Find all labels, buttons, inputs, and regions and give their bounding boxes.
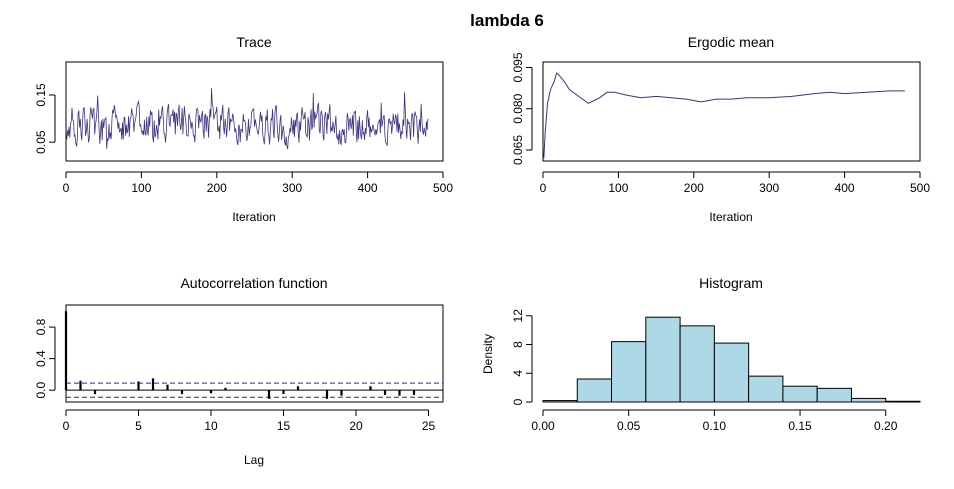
ergodic-y-tick-label: 0.095: [511, 52, 525, 82]
histogram-bar: [817, 388, 851, 402]
acf-x-tick-label: 10: [204, 419, 218, 433]
acf-x-tick-label: 5: [135, 419, 142, 433]
histogram-bar: [851, 398, 885, 402]
acf-title: Autocorrelation function: [180, 275, 327, 291]
acf-frame: [66, 305, 443, 402]
ergodic-x-tick-label: 0: [540, 181, 547, 195]
ergodic-x-tick-label: 400: [835, 181, 855, 195]
trace-x-tick-label: 0: [63, 181, 70, 195]
histogram-bar: [714, 343, 748, 402]
histogram-ylabel: Density: [481, 334, 495, 374]
histogram-y-tick-label: 4: [511, 370, 525, 377]
ergodic-title: Ergodic mean: [688, 34, 774, 50]
histogram-bar: [680, 326, 714, 402]
trace-title: Trace: [236, 34, 271, 50]
histogram-bar: [612, 342, 646, 402]
histogram-bar: [543, 401, 577, 402]
histogram-bar: [577, 379, 611, 402]
trace-panel: Trace Iteration 0 100 200 300 400 500 0.05 0.15: [34, 34, 453, 224]
main-title: lambda 6: [470, 11, 544, 30]
acf-y-tick-label: 0.4: [34, 350, 48, 367]
trace-y-tick-label: 0.05: [34, 130, 48, 154]
ergodic-y-tick-label: 0.065: [511, 135, 525, 165]
histogram-title: Histogram: [699, 275, 763, 291]
ergodic-panel: Ergodic mean Iteration 0 100 200 300 400 500 0…: [511, 34, 930, 224]
histogram-bar: [646, 317, 680, 402]
acf-x-tick-label: 15: [277, 419, 291, 433]
acf-y-tick-label: 0.8: [34, 318, 48, 335]
trace-xlabel: Iteration: [232, 210, 275, 224]
trace-y-tick-label: 0.15: [34, 83, 48, 107]
histogram-x-tick-label: 0.20: [874, 419, 898, 433]
histogram-x-tick-label: 0.05: [617, 419, 641, 433]
histogram-y-tick-label: 12: [511, 309, 525, 323]
trace-x-tick-label: 100: [131, 181, 151, 195]
ergodic-xlabel: Iteration: [709, 210, 752, 224]
histogram-bar: [783, 386, 817, 402]
trace-x-tick-label: 300: [282, 181, 302, 195]
ergodic-x-tick-label: 500: [910, 181, 930, 195]
histogram-x-tick-label: 0.00: [531, 419, 555, 433]
histogram-bar: [749, 376, 783, 402]
histogram-y-tick-label: 0: [511, 398, 525, 405]
acf-xlabel: Lag: [244, 453, 264, 467]
acf-y-tick-label: 0.0: [34, 382, 48, 399]
trace-x-tick-label: 400: [358, 181, 378, 195]
trace-x-tick-label: 200: [207, 181, 227, 195]
trace-series-line: [67, 88, 428, 149]
ergodic-x-tick-label: 200: [684, 181, 704, 195]
acf-x-tick-label: 20: [349, 419, 363, 433]
ergodic-series-line: [544, 73, 905, 158]
acf-x-tick-label: 25: [422, 419, 436, 433]
acf-panel: Autocorrelation function Lag 0 5 10 15 20 25 0…: [34, 275, 443, 467]
histogram-x-tick-label: 0.10: [703, 419, 727, 433]
histogram-x-tick-label: 0.15: [788, 419, 812, 433]
trace-x-tick-label: 500: [433, 181, 453, 195]
histogram-panel: Histogram Density 0.00 0.05 0.10 0.15 0.20 0 4…: [481, 275, 920, 433]
trace-frame: [66, 62, 443, 161]
histogram-y-tick-label: 8: [511, 341, 525, 348]
ergodic-x-tick-label: 300: [759, 181, 779, 195]
acf-x-tick-label: 0: [63, 419, 70, 433]
ergodic-y-tick-label: 0.080: [511, 93, 525, 123]
ergodic-x-tick-label: 100: [608, 181, 628, 195]
histogram-bar: [886, 401, 920, 402]
ergodic-frame: [543, 62, 920, 161]
